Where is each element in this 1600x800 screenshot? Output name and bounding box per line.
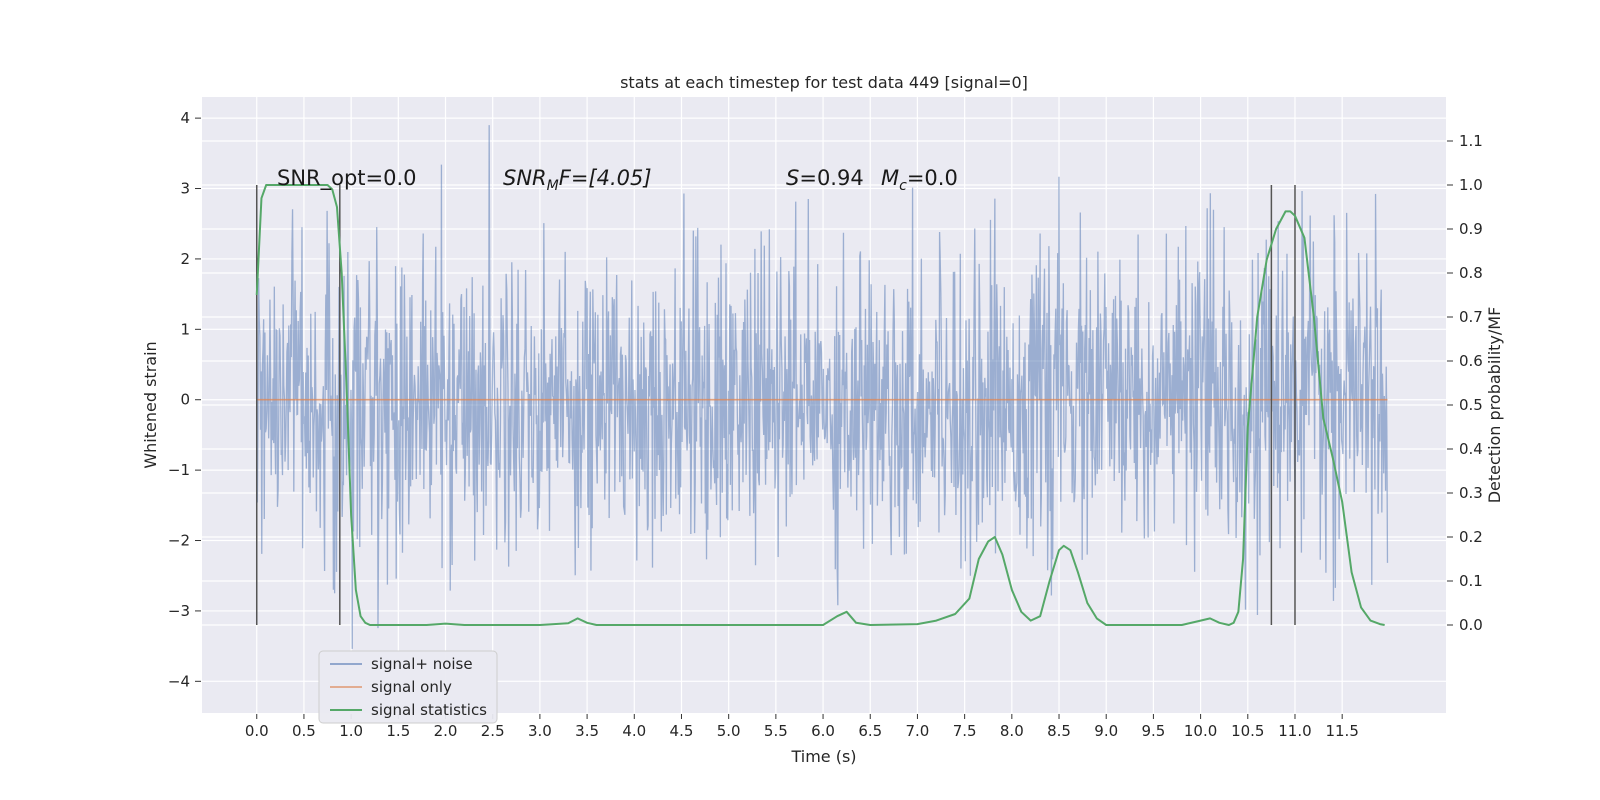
x-tick-label: 8.5 (1047, 722, 1071, 740)
y-left-tick-label: −1 (168, 461, 190, 479)
y-right-tick-label: 0.6 (1459, 352, 1483, 370)
x-tick-label: 5.0 (717, 722, 741, 740)
y-right-tick-label: 0.2 (1459, 528, 1483, 546)
y-axis-right-label: Detection probability/MF (1485, 307, 1504, 504)
mc-value: =0.0 (907, 166, 958, 190)
x-tick-label: 7.0 (906, 722, 930, 740)
x-tick-label: 11.0 (1278, 722, 1311, 740)
legend-label-signal: signal only (371, 678, 452, 696)
x-tick-label: 9.0 (1094, 722, 1118, 740)
x-axis-label: Time (s) (790, 747, 856, 766)
x-tick-label: 2.0 (434, 722, 458, 740)
y-right-tick-label: 1.0 (1459, 176, 1483, 194)
y-right-tick-label: 0.7 (1459, 308, 1483, 326)
signal-noise-line (256, 125, 1389, 649)
s-label: S (786, 166, 799, 190)
y-right-tick-label: 0.1 (1459, 572, 1483, 590)
x-tick-label: 4.0 (622, 722, 646, 740)
annotations: SNR_opt=0.0 SNRMF=[4.05] S=0.94 Mc=0.0 (277, 166, 958, 194)
legend-box (318, 650, 498, 724)
snr-mf-suffix: F=[4.05] (559, 166, 652, 190)
mc-annotation: Mc=0.0 (881, 166, 958, 194)
y-axis-left-label: Whitened strain (141, 341, 160, 468)
x-tick-label: 2.5 (481, 722, 505, 740)
y-right-tick-label: 1.1 (1459, 132, 1483, 150)
signal-statistics-series (255, 184, 1385, 626)
y-left-tick-label: −3 (168, 602, 190, 620)
y-left-tick-labels: 4 3 2 1 0 −1 −2 −3 −4 (168, 109, 201, 690)
y-left-tick-label: 3 (180, 180, 190, 198)
snr-mf-sub: M (547, 178, 559, 194)
y-right-tick-label: 0.9 (1459, 220, 1483, 238)
x-tick-labels: 0.0 0.5 1.0 1.5 2.0 2.5 3.0 3.5 4.0 4.5 5.0 5.5 6.0 6… (245, 714, 1359, 740)
legend-label-stats: signal statistics (371, 701, 487, 719)
y-left-tick-label: 0 (180, 391, 190, 409)
signal-noise-series (256, 125, 1389, 649)
snr-opt-annotation: SNR_opt=0.0 (277, 166, 417, 191)
y-left-tick-label: −2 (168, 532, 190, 550)
s-value: =0.94 (799, 166, 863, 190)
signal-statistics-line (255, 184, 1385, 626)
snr-mf-prefix: SNR (503, 166, 547, 190)
x-tick-label: 4.5 (670, 722, 694, 740)
x-tick-label: 6.0 (811, 722, 835, 740)
y-right-tick-label: 0.4 (1459, 440, 1483, 458)
snr-mf-annotation: SNRMF=[4.05] (503, 166, 652, 194)
y-right-tick-label: 0.8 (1459, 264, 1483, 282)
y-left-tick-label: 2 (180, 250, 190, 268)
x-tick-label: 7.5 (953, 722, 977, 740)
x-tick-label: 5.5 (764, 722, 788, 740)
y-right-tick-label: 0.5 (1459, 396, 1483, 414)
x-tick-label: 1.0 (339, 722, 363, 740)
x-tick-label: 10.0 (1184, 722, 1217, 740)
x-tick-label: 3.0 (528, 722, 552, 740)
x-tick-label: 8.0 (1000, 722, 1024, 740)
y-right-tick-labels: 1.1 1.0 0.9 0.8 0.7 0.6 0.5 0.4 0.3 0.2 0.1 0.0 (1447, 132, 1483, 634)
y-right-tick-label: 0.3 (1459, 484, 1483, 502)
mc-label: M (881, 166, 899, 190)
mc-sub: c (899, 178, 907, 194)
y-left-tick-label: −4 (168, 672, 190, 690)
y-left-tick-label: 4 (180, 109, 190, 127)
x-tick-label: 6.5 (858, 722, 882, 740)
x-tick-label: 3.5 (575, 722, 599, 740)
s-annotation: S=0.94 (786, 166, 864, 190)
x-tick-label: 11.5 (1325, 722, 1358, 740)
x-tick-label: 9.5 (1141, 722, 1165, 740)
x-tick-label: 10.5 (1231, 722, 1264, 740)
y-left-tick-label: 1 (180, 320, 190, 338)
x-tick-label: 1.5 (386, 722, 410, 740)
x-tick-label: 0.0 (245, 722, 269, 740)
legend: signal+ noise signal only signal statist… (318, 650, 498, 724)
chart-title: stats at each timestep for test data 449… (620, 73, 1028, 92)
x-tick-label: 0.5 (292, 722, 316, 740)
legend-label-noise: signal+ noise (371, 655, 473, 673)
y-right-tick-label: 0.0 (1459, 616, 1483, 634)
